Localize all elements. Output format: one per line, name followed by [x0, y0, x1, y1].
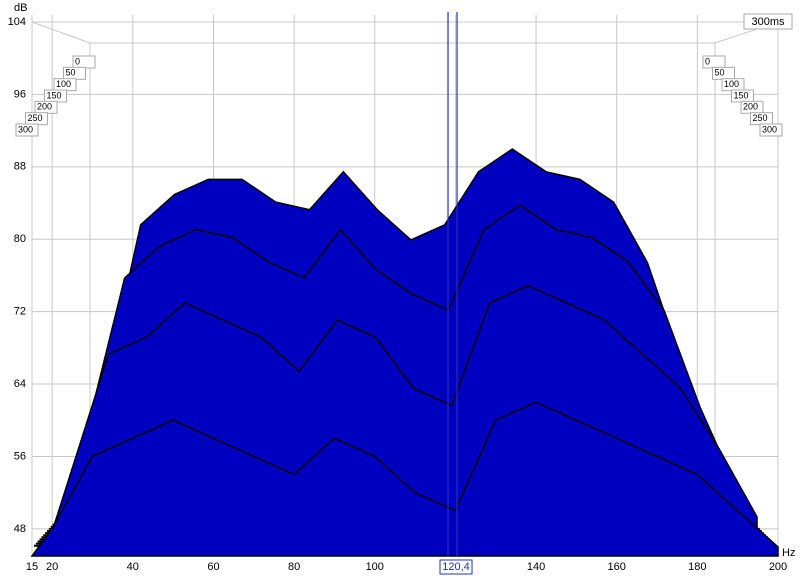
time-tick-box: [759, 123, 783, 137]
cursor-label-box: [439, 559, 473, 575]
time-tick-label: 150: [47, 90, 62, 100]
y-tick-label: 80: [14, 233, 26, 245]
y-tick-label: 72: [14, 306, 26, 318]
x-tick-label: 160: [608, 561, 626, 573]
y-tick-label: 56: [14, 450, 26, 462]
cursor-label: 120,4: [442, 561, 470, 573]
y-tick-label: 96: [14, 88, 26, 100]
y-tick-label: 48: [14, 523, 26, 535]
time-tick-box: [15, 123, 39, 137]
x-unit: Hz: [782, 547, 795, 559]
time-tick-label: 300: [762, 124, 777, 134]
time-range-label: 300ms: [751, 16, 785, 28]
x-tick-label: 100: [366, 561, 384, 573]
time-tick-label: 100: [724, 79, 739, 89]
depth-edge: [31, 21, 91, 44]
x-tick-label: 200: [769, 561, 787, 573]
time-tick-label: 250: [753, 113, 768, 123]
x-tick-label: 140: [527, 561, 545, 573]
time-tick-label: 300: [18, 124, 33, 134]
x-tick-label: 180: [688, 561, 706, 573]
time-tick-label: 150: [734, 90, 749, 100]
x-tick-label: 20: [46, 561, 58, 573]
slice: [30, 401, 779, 557]
time-tick-label: 0: [705, 56, 710, 66]
time-tick-label: 0: [75, 56, 80, 66]
time-tick-label: 200: [743, 102, 758, 112]
time-tick-label: 250: [28, 113, 43, 123]
y-unit: dB: [14, 2, 27, 14]
y-tick-label: 104: [8, 16, 26, 28]
x-tick-label: 15: [26, 561, 38, 573]
time-tick-label: 50: [715, 68, 725, 78]
time-tick-label: 100: [56, 79, 71, 89]
y-tick-label: 64: [14, 378, 26, 390]
time-tick-label: 50: [66, 68, 76, 78]
time-tick-label: 200: [37, 102, 52, 112]
x-tick-label: 80: [288, 561, 300, 573]
x-tick-label: 60: [207, 561, 219, 573]
x-tick-label: 40: [127, 561, 139, 573]
time-range-box: [743, 13, 793, 30]
y-tick-label: 88: [14, 161, 26, 173]
